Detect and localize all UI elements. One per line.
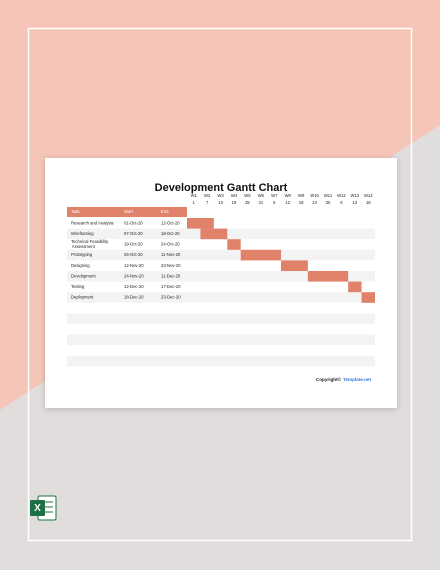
- task-start: 25-Oct-20: [124, 252, 143, 257]
- week-label: W14: [364, 193, 373, 198]
- week-day: 19: [232, 200, 237, 205]
- week-label: W12: [337, 193, 346, 198]
- week-day: 12: [353, 200, 358, 205]
- column-header: Task: [71, 209, 81, 214]
- header-band: [67, 207, 187, 217]
- week-day: 6: [273, 200, 276, 205]
- week-label: W3: [217, 193, 224, 198]
- task-end: 12-Oct-20: [161, 220, 180, 225]
- week-day: 18: [299, 200, 304, 205]
- row-band: [67, 281, 375, 293]
- task-start: 01-Oct-20: [124, 220, 143, 225]
- title: Development Gantt Chart: [155, 182, 288, 194]
- row-band: [67, 292, 375, 303]
- excel-icon: X: [30, 495, 57, 521]
- copyright: Copyright©: [316, 376, 342, 382]
- task-start: 12-Nov-20: [124, 263, 144, 268]
- week-label: W9: [298, 193, 305, 198]
- week-label: W7: [271, 193, 278, 198]
- week-label: W8: [285, 193, 292, 198]
- row-band: [67, 271, 375, 282]
- week-label: W10: [310, 193, 319, 198]
- row-band: [67, 218, 375, 229]
- task-end: 23-Dec-20: [161, 295, 181, 300]
- week-day: 1: [193, 200, 196, 205]
- task-end: 11-Nov-20: [161, 252, 181, 257]
- brand: Template.net: [343, 377, 371, 382]
- week-day: 25: [245, 200, 250, 205]
- gantt-bar: [227, 239, 241, 250]
- week-label: W6: [258, 193, 265, 198]
- task-name: Deployment: [71, 295, 94, 300]
- task-end: 17-Dec-20: [161, 284, 181, 289]
- week-label: W13: [351, 193, 360, 198]
- task-name: Testing: [71, 284, 85, 289]
- column-header: Start: [124, 209, 134, 214]
- row-band: [67, 345, 375, 356]
- week-label: W11: [324, 193, 333, 198]
- gantt-bar: [187, 218, 214, 229]
- row-band: [67, 249, 375, 261]
- row-band: [67, 239, 375, 250]
- week-day: 12: [285, 200, 290, 205]
- task-end: 11-Dec-20: [161, 273, 181, 278]
- gantt-bar: [240, 249, 281, 261]
- week-label: W1: [191, 193, 198, 198]
- task-start: 18-Dec-20: [124, 295, 144, 300]
- week-label: W2: [204, 193, 211, 198]
- task-end: 24-Oct-20: [161, 242, 180, 247]
- row-band: [67, 260, 375, 271]
- column-header: End: [161, 209, 169, 214]
- gantt-bar: [307, 271, 349, 282]
- gantt-bar: [348, 281, 362, 293]
- row-band: [67, 324, 375, 335]
- gantt-bar: [200, 228, 228, 240]
- task-end: 18-Oct-20: [161, 231, 180, 236]
- week-day: 30: [326, 200, 331, 205]
- task-start: 12-Dec-20: [124, 284, 144, 289]
- week-day: 6: [340, 200, 343, 205]
- row-band: [67, 313, 375, 324]
- task-name: Technical Feasibility Assessment: [71, 239, 109, 249]
- task-name: Designing: [71, 263, 90, 268]
- task-end: 23-Nov-20: [161, 263, 181, 268]
- week-day: 18: [366, 200, 371, 205]
- row-band: [67, 355, 375, 367]
- week-day: 31: [259, 200, 264, 205]
- gantt-bar: [361, 292, 375, 303]
- row-band: [67, 334, 375, 346]
- task-start: 07-Oct-20: [124, 231, 143, 236]
- task-name: Research and Analysis: [71, 220, 114, 225]
- week-day: 24: [312, 200, 317, 205]
- task-start: 19-Oct-20: [124, 242, 143, 247]
- task-name: Prototyping: [71, 252, 93, 257]
- week-day: 7: [206, 200, 209, 205]
- week-label: W5: [244, 193, 251, 198]
- svg-text:X: X: [34, 503, 41, 514]
- task-start: 24-Nov-20: [124, 273, 144, 278]
- row-band: [67, 302, 375, 314]
- task-name: Development: [71, 273, 97, 278]
- frame: [27, 27, 413, 542]
- week-day: 13: [218, 200, 223, 205]
- gantt-table: Task Start EndW11W27W313W419W525W631W76W81…: [67, 193, 375, 367]
- gantt-bar: [281, 260, 308, 271]
- week-label: W4: [231, 193, 238, 198]
- task-name: Wireframing: [71, 231, 94, 236]
